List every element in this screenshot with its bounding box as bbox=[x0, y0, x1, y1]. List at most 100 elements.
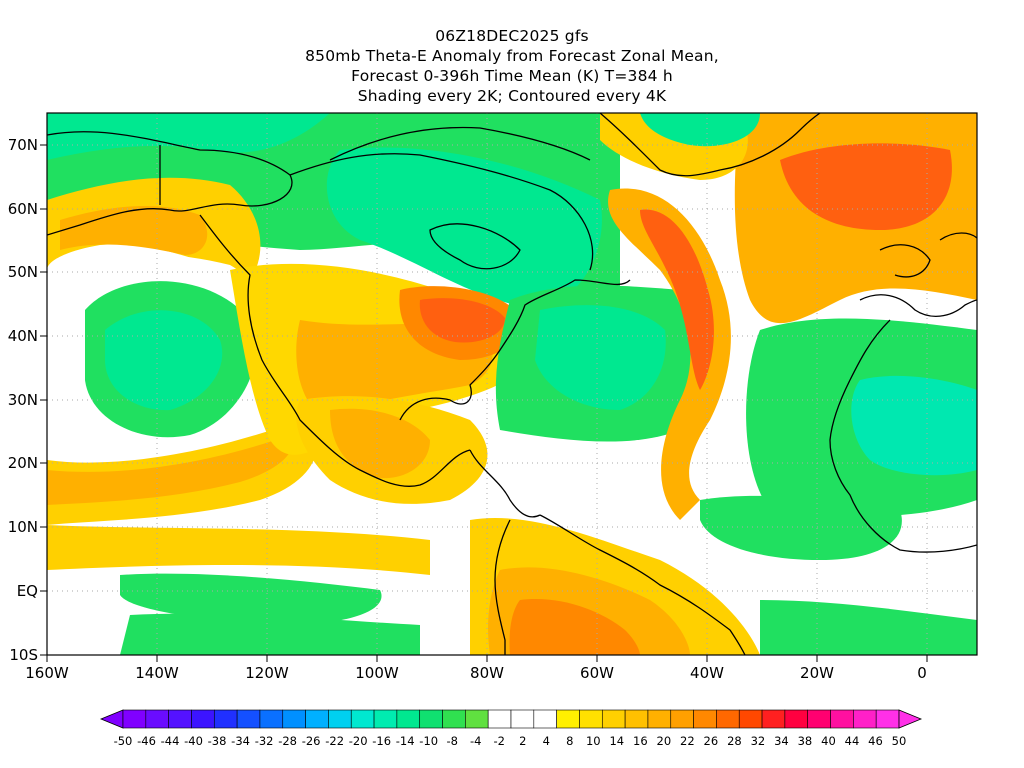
y-label-30n: 30N bbox=[8, 391, 38, 409]
colorbar-label: -10 bbox=[419, 734, 438, 748]
colorbar-label: -32 bbox=[255, 734, 274, 748]
colorbar-label: 20 bbox=[657, 734, 672, 748]
colorbar-label: 4 bbox=[543, 734, 550, 748]
map-frame bbox=[46, 112, 978, 656]
colorbar bbox=[99, 709, 923, 729]
colorbar-label: 34 bbox=[774, 734, 789, 748]
colorbar-label: -16 bbox=[372, 734, 391, 748]
colorbar-swatch bbox=[236, 709, 261, 729]
coastlines bbox=[47, 113, 977, 655]
colorbar-label: -14 bbox=[396, 734, 415, 748]
colorbar-swatch bbox=[350, 709, 375, 729]
colorbar-label: 26 bbox=[704, 734, 719, 748]
colorbar-label: 32 bbox=[751, 734, 766, 748]
colorbar-label: -44 bbox=[161, 734, 180, 748]
colorbar-label: -8 bbox=[446, 734, 457, 748]
colorbar-swatch bbox=[738, 709, 763, 729]
colorbar-label: 8 bbox=[566, 734, 573, 748]
colorbar-swatch bbox=[693, 709, 717, 729]
colorbar-swatch bbox=[761, 709, 786, 729]
colorbar-label: -34 bbox=[231, 734, 250, 748]
colorbar-swatch bbox=[853, 709, 877, 729]
y-tick-marks bbox=[40, 144, 47, 656]
colorbar-label: 2 bbox=[519, 734, 526, 748]
colorbar-swatch bbox=[647, 709, 672, 729]
y-label-50n: 50N bbox=[8, 263, 38, 281]
colorbar-swatch bbox=[465, 709, 489, 729]
colorbar-label: 50 bbox=[892, 734, 907, 748]
y-label-10n: 10N bbox=[8, 518, 38, 536]
y-label-40n: 40N bbox=[8, 327, 38, 345]
title-forecast: Forecast 0-396h Time Mean (K) T=384 h bbox=[351, 67, 673, 85]
colorbar-swatch bbox=[168, 709, 192, 729]
grid-lines bbox=[47, 113, 977, 655]
colorbar-swatch bbox=[396, 709, 421, 729]
colorbar-swatch bbox=[579, 709, 603, 729]
colorbar-label: 10 bbox=[586, 734, 601, 748]
title-run: 06Z18DEC2025 gfs bbox=[435, 27, 589, 45]
x-axis-labels: 160W 140W 120W 100W 80W 60W 40W 20W 0 bbox=[25, 664, 927, 682]
y-label-20n: 20N bbox=[8, 454, 38, 472]
colorbar-label: 14 bbox=[609, 734, 624, 748]
colorbar-swatch bbox=[533, 709, 557, 729]
colorbar-swatch bbox=[145, 709, 169, 729]
colorbar-label: 44 bbox=[845, 734, 860, 748]
colorbar-swatch bbox=[601, 709, 626, 729]
x-tick-marks bbox=[46, 655, 928, 662]
y-label-70n: 70N bbox=[8, 136, 38, 154]
y-axis-labels: 70N 60N 50N 40N 30N 20N 10N EQ 10S bbox=[8, 136, 38, 664]
colorbar-arrow-right bbox=[898, 709, 923, 729]
colorbar-label: 22 bbox=[680, 734, 695, 748]
x-label-120w: 120W bbox=[245, 664, 289, 682]
colorbar-swatch bbox=[807, 709, 831, 729]
colorbar-label: 38 bbox=[798, 734, 813, 748]
colorbar-swatch bbox=[259, 709, 284, 729]
x-label-100w: 100W bbox=[355, 664, 399, 682]
colorbar-swatch bbox=[830, 709, 854, 729]
colorbar-label: -2 bbox=[494, 734, 505, 748]
colorbar-swatch bbox=[305, 709, 329, 729]
colorbar-swatch bbox=[191, 709, 215, 729]
colorbar-label: -4 bbox=[470, 734, 481, 748]
colorbar-swatch bbox=[556, 709, 580, 729]
colorbar-swatch bbox=[784, 709, 809, 729]
x-label-20w: 20W bbox=[800, 664, 834, 682]
x-label-40w: 40W bbox=[690, 664, 724, 682]
colorbar-label: 16 bbox=[633, 734, 648, 748]
y-label-eq: EQ bbox=[17, 582, 38, 600]
shading-field bbox=[47, 113, 977, 655]
colorbar-label: -50 bbox=[114, 734, 133, 748]
x-label-0: 0 bbox=[917, 664, 927, 682]
colorbar-swatch bbox=[373, 709, 398, 729]
colorbar-swatch bbox=[716, 709, 740, 729]
y-label-60n: 60N bbox=[8, 200, 38, 218]
title-shading: Shading every 2K; Contoured every 4K bbox=[357, 87, 667, 105]
x-label-80w: 80W bbox=[470, 664, 504, 682]
y-label-10s: 10S bbox=[9, 646, 38, 664]
colorbar-label: -28 bbox=[278, 734, 297, 748]
x-label-140w: 140W bbox=[135, 664, 179, 682]
colorbar-labels: -50 -46 -44 -40 -38 -34 -32 -28 -26 -22 -20 -16 -14-… bbox=[114, 734, 907, 748]
colorbar-swatch bbox=[213, 709, 238, 729]
colorbar-swatch bbox=[282, 709, 306, 729]
colorbar-arrow-left bbox=[99, 709, 124, 729]
colorbar-swatch bbox=[442, 709, 466, 729]
colorbar-label: -46 bbox=[137, 734, 156, 748]
colorbar-swatch bbox=[487, 709, 512, 729]
colorbar-swatch bbox=[419, 709, 443, 729]
x-label-160w: 160W bbox=[25, 664, 69, 682]
x-label-60w: 60W bbox=[580, 664, 614, 682]
colorbar-label: 40 bbox=[821, 734, 836, 748]
colorbar-label: 46 bbox=[868, 734, 883, 748]
colorbar-label: -22 bbox=[325, 734, 344, 748]
colorbar-swatch bbox=[670, 709, 694, 729]
colorbar-swatch bbox=[510, 709, 535, 729]
colorbar-label: -20 bbox=[349, 734, 368, 748]
colorbar-label: -38 bbox=[208, 734, 227, 748]
colorbar-label: -26 bbox=[302, 734, 321, 748]
colorbar-swatch bbox=[328, 709, 352, 729]
colorbar-label: -40 bbox=[184, 734, 203, 748]
colorbar-swatch bbox=[122, 709, 147, 729]
colorbar-swatch bbox=[624, 709, 649, 729]
